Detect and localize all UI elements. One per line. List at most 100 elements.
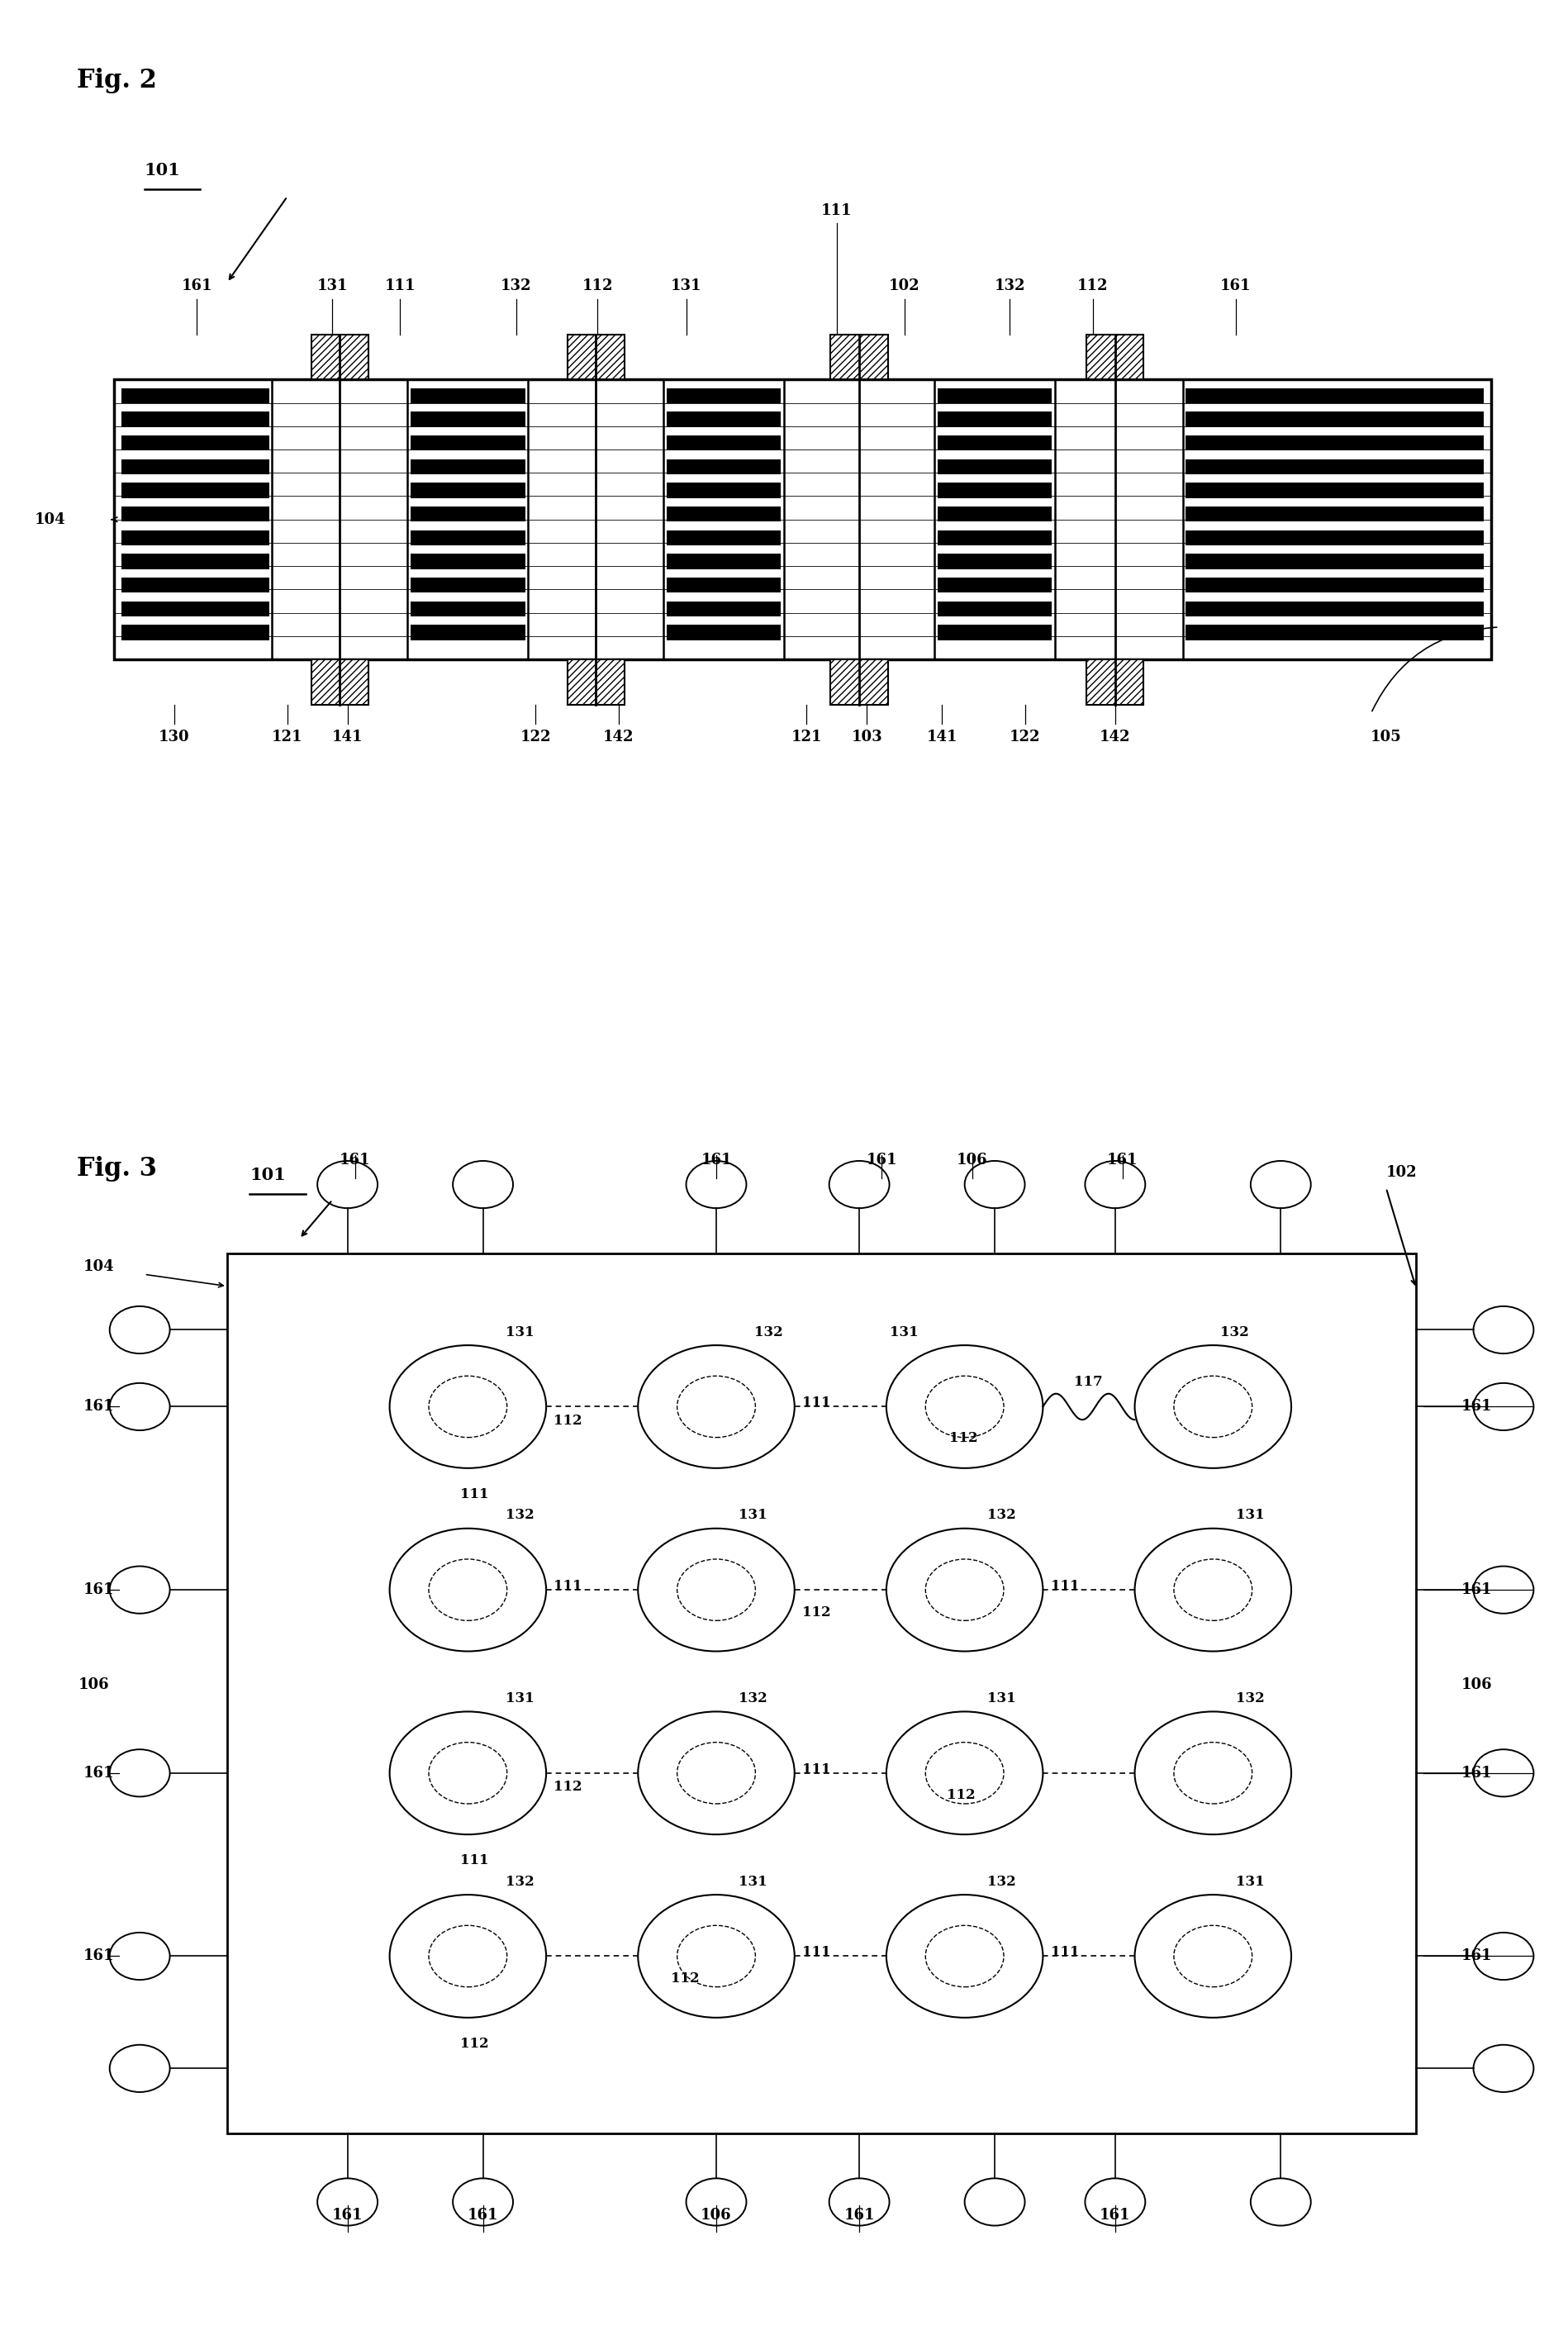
Text: 161: 161 <box>83 1399 114 1413</box>
Bar <box>122 601 270 615</box>
Bar <box>568 660 624 704</box>
Bar <box>122 388 270 402</box>
Text: 132: 132 <box>1236 1692 1264 1706</box>
Bar <box>114 379 1491 660</box>
Text: 106: 106 <box>701 2209 732 2223</box>
Text: 112: 112 <box>947 1788 975 1802</box>
Text: 132: 132 <box>988 1874 1016 1888</box>
Text: 161: 161 <box>340 1154 370 1168</box>
Text: 132: 132 <box>505 1509 535 1523</box>
Text: 131: 131 <box>505 1324 535 1338</box>
Bar <box>1185 412 1483 426</box>
Text: 111: 111 <box>554 1580 582 1594</box>
Bar <box>122 531 270 545</box>
Text: 102: 102 <box>1386 1165 1417 1179</box>
Bar <box>122 578 270 592</box>
Text: 121: 121 <box>271 730 303 744</box>
Text: 121: 121 <box>792 730 822 744</box>
Bar <box>666 531 781 545</box>
Text: 161: 161 <box>1461 1949 1493 1963</box>
Text: 132: 132 <box>1220 1324 1250 1338</box>
Text: 131: 131 <box>889 1324 917 1338</box>
Bar <box>411 482 525 498</box>
Bar <box>122 412 270 426</box>
Bar <box>122 625 270 641</box>
Text: Fig. 2: Fig. 2 <box>77 68 157 94</box>
Bar <box>938 531 1052 545</box>
Text: 112: 112 <box>803 1605 831 1619</box>
Bar <box>411 578 525 592</box>
Bar <box>938 578 1052 592</box>
Bar <box>938 625 1052 641</box>
Text: 161: 161 <box>1099 2209 1131 2223</box>
Text: 131: 131 <box>317 278 348 292</box>
Bar <box>1185 531 1483 545</box>
Text: 161: 161 <box>332 2209 362 2223</box>
Text: 111: 111 <box>461 1486 489 1500</box>
Text: 103: 103 <box>851 730 883 744</box>
Bar <box>312 660 368 704</box>
Bar <box>938 388 1052 402</box>
Bar <box>938 459 1052 475</box>
Text: 161: 161 <box>1220 278 1251 292</box>
Text: 161: 161 <box>83 1582 114 1598</box>
Bar <box>1185 625 1483 641</box>
Bar <box>666 555 781 569</box>
Bar <box>666 435 781 452</box>
Text: 111: 111 <box>803 1397 831 1411</box>
Bar <box>831 660 887 704</box>
Text: 132: 132 <box>739 1692 768 1706</box>
Text: 122: 122 <box>1010 730 1040 744</box>
Text: 106: 106 <box>78 1678 110 1692</box>
Text: 161: 161 <box>1461 1399 1493 1413</box>
Text: 112: 112 <box>950 1432 978 1446</box>
Bar <box>411 555 525 569</box>
Bar <box>1185 388 1483 402</box>
Text: 161: 161 <box>1461 1582 1493 1598</box>
Bar <box>411 459 525 475</box>
Text: 112: 112 <box>554 1413 582 1427</box>
Bar <box>666 625 781 641</box>
Text: 111: 111 <box>803 1762 831 1776</box>
Text: 161: 161 <box>1461 1767 1493 1781</box>
Text: 132: 132 <box>988 1509 1016 1523</box>
Text: 112: 112 <box>671 1970 699 1984</box>
Text: 161: 161 <box>1107 1154 1138 1168</box>
Bar <box>1185 601 1483 615</box>
Text: 111: 111 <box>1051 1945 1079 1959</box>
Text: 141: 141 <box>927 730 958 744</box>
Text: 131: 131 <box>1236 1509 1264 1523</box>
Text: 111: 111 <box>461 1853 489 1867</box>
Text: 105: 105 <box>1370 730 1402 744</box>
Text: 131: 131 <box>1236 1874 1264 1888</box>
Bar <box>831 335 887 379</box>
Text: 161: 161 <box>467 2209 499 2223</box>
Text: 131: 131 <box>739 1509 767 1523</box>
Text: 161: 161 <box>867 1154 897 1168</box>
Bar <box>122 435 270 452</box>
Text: 132: 132 <box>754 1324 782 1338</box>
Text: 130: 130 <box>158 730 190 744</box>
Text: 131: 131 <box>739 1874 767 1888</box>
Text: 106: 106 <box>1461 1678 1493 1692</box>
Text: 131: 131 <box>671 278 701 292</box>
Bar <box>411 388 525 402</box>
Text: 142: 142 <box>604 730 633 744</box>
Text: 161: 161 <box>701 1154 732 1168</box>
Bar <box>938 435 1052 452</box>
Text: 112: 112 <box>554 1781 582 1795</box>
Bar <box>411 435 525 452</box>
Text: 111: 111 <box>803 1945 831 1959</box>
Text: Fig. 3: Fig. 3 <box>77 1156 157 1182</box>
Text: 117: 117 <box>1074 1374 1102 1388</box>
Bar <box>1185 555 1483 569</box>
Text: 142: 142 <box>1099 730 1131 744</box>
Text: 104: 104 <box>34 512 66 526</box>
Bar <box>312 335 368 379</box>
Text: 101: 101 <box>249 1168 285 1184</box>
Bar <box>938 482 1052 498</box>
Text: 112: 112 <box>1077 278 1109 292</box>
Text: 161: 161 <box>83 1949 114 1963</box>
Bar <box>938 601 1052 615</box>
Text: 111: 111 <box>1051 1580 1079 1594</box>
